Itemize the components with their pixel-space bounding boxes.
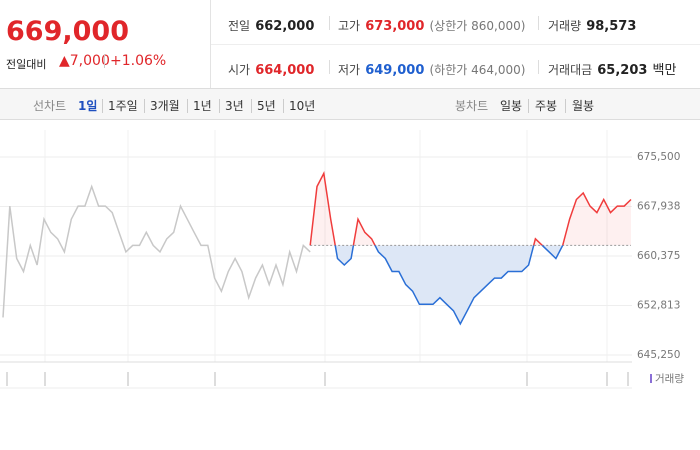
stat-note: (상한가 860,000) [429,19,526,33]
change-caption: 전일대비 [6,58,47,71]
change: ▲7,000 [59,53,110,69]
candle-tab[interactable]: 월봉 [572,99,595,113]
stat-value: 649,000 [365,63,425,78]
tab-separator [565,99,566,113]
price: 669,000 [6,16,129,47]
area-above [310,173,631,246]
tab-separator [251,99,252,113]
tab-separator [283,99,284,113]
divider [538,60,539,74]
stat-label: 저가 [338,63,361,77]
y-tick-label: 652,813 [637,299,680,311]
divider [104,54,105,68]
tab-bar: 선차트 1일 1주일 3개월 1년 3년 5년 10년 봉차트 일봉 주봉 월봉 [0,88,700,120]
tab-group-label: 선차트 [33,99,67,113]
stat-label: 시가 [228,63,251,77]
volume-legend-swatch [650,374,652,383]
period-tab[interactable]: 5년 [257,99,276,113]
row-divider [211,44,700,45]
y-tick-label: 675,500 [637,151,680,163]
stat-value: 662,000 [255,19,315,34]
candle-tab[interactable]: 주봉 [535,99,558,113]
area-below [310,245,631,324]
stat-value: 98,573 [586,19,637,34]
period-tab[interactable]: 10년 [289,99,316,113]
y-tick-label: 660,375 [637,250,680,262]
divider [329,16,330,30]
stat-note: (하한가 464,000) [429,63,526,77]
divider [329,60,330,74]
volume-ticks [6,372,629,386]
quote-panel: 669,000 전일대비 ▲7,000 +1.06% [0,0,211,88]
y-tick-label: 667,938 [637,200,680,212]
stat-unit: 백만 [652,63,677,78]
period-tab[interactable]: 1일 [78,99,98,113]
line-above [309,171,632,246]
stat-value: 65,203 [597,63,648,78]
stat: 거래대금 65,203 백만 [548,59,676,78]
stat: 시가 664,000 [228,59,314,78]
stat: 저가 649,000 (하한가 464,000) [338,59,525,78]
period-tab[interactable]: 3개월 [150,99,180,113]
tab-separator [144,99,145,113]
volume-legend: 거래량 [655,373,684,385]
tab-group-label: 봉차트 [455,99,489,113]
y-tick-label: 645,250 [637,349,680,361]
candle-tab[interactable]: 일봉 [500,99,523,113]
tab-separator [102,99,103,113]
line [2,184,311,318]
period-tab[interactable]: 1년 [193,99,212,113]
stat-label: 고가 [338,19,361,33]
period-tab[interactable]: 3년 [225,99,244,113]
stat-value: 664,000 [255,63,315,78]
tab-separator [528,99,529,113]
stat-value: 673,000 [365,19,425,34]
divider [538,16,539,30]
tab-separator [187,99,188,113]
stat-label: 거래대금 [548,63,593,77]
tab-separator [219,99,220,113]
stat-label: 거래량 [548,19,582,33]
stat: 거래량 98,573 [548,15,636,34]
period-tab[interactable]: 1주일 [108,99,138,113]
change-rate: +1.06% [110,53,167,69]
stat: 고가 673,000 (상한가 860,000) [338,15,525,34]
stat-label: 전일 [228,19,251,33]
stat: 전일 662,000 [228,15,314,34]
line-below [309,245,564,326]
